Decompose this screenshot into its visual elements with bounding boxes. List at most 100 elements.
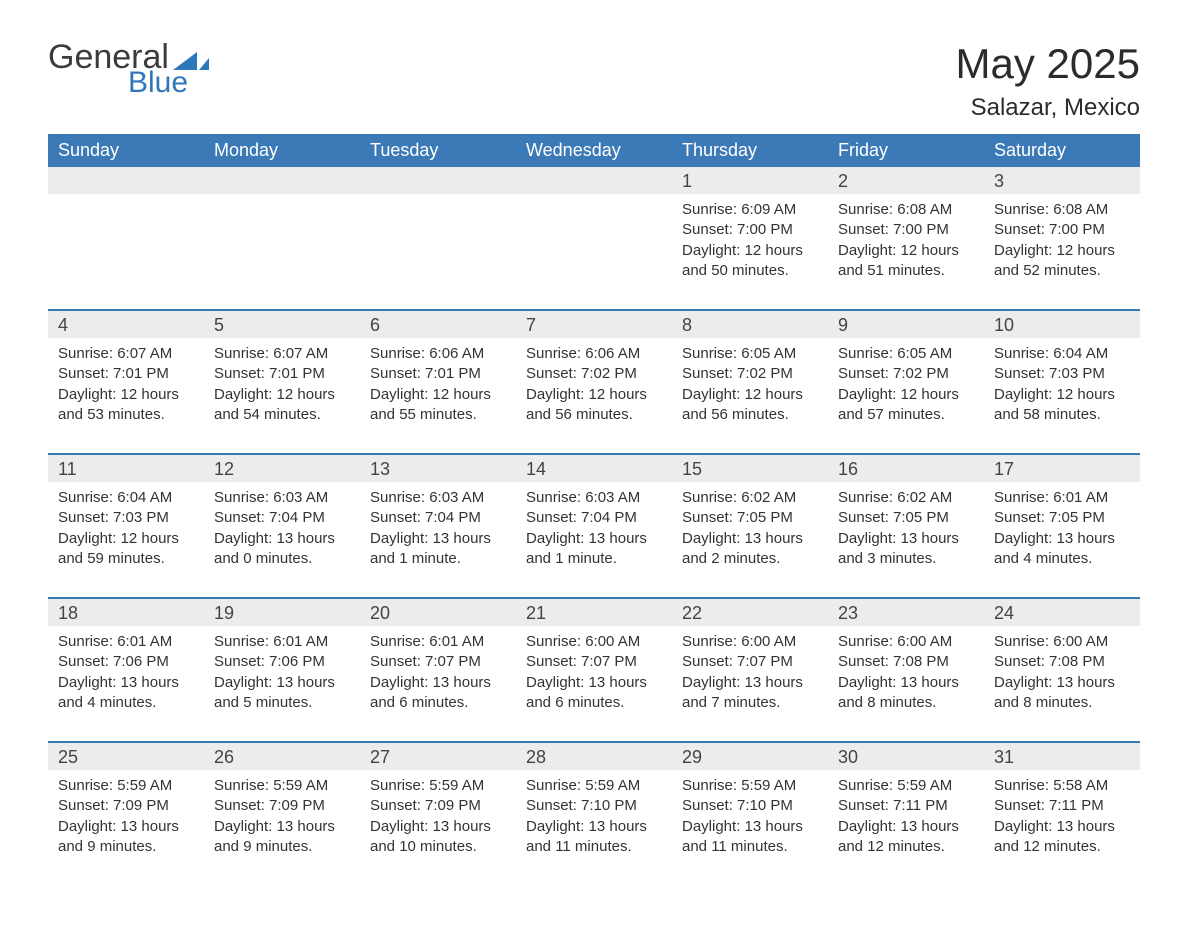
daylight-text: Daylight: 12 hours and 55 minutes. xyxy=(370,385,506,426)
sunrise-text: Sunrise: 5:59 AM xyxy=(682,776,818,796)
sunrise-text: Sunrise: 5:58 AM xyxy=(994,776,1130,796)
day-number: 5 xyxy=(204,311,360,338)
sunset-text: Sunset: 7:05 PM xyxy=(994,508,1130,528)
day-cell: Sunrise: 6:07 AMSunset: 7:01 PMDaylight:… xyxy=(204,338,360,453)
sunset-text: Sunset: 7:03 PM xyxy=(994,364,1130,384)
daylight-text: Daylight: 13 hours and 4 minutes. xyxy=(58,673,194,714)
day-cell: Sunrise: 6:03 AMSunset: 7:04 PMDaylight:… xyxy=(360,482,516,597)
calendar: SundayMondayTuesdayWednesdayThursdayFrid… xyxy=(48,134,1140,885)
day-cell xyxy=(516,194,672,309)
sunset-text: Sunset: 7:09 PM xyxy=(58,796,194,816)
dow-cell: Friday xyxy=(828,134,984,167)
week-row: 45678910Sunrise: 6:07 AMSunset: 7:01 PMD… xyxy=(48,309,1140,453)
sunrise-text: Sunrise: 5:59 AM xyxy=(370,776,506,796)
day-number: 19 xyxy=(204,599,360,626)
sunset-text: Sunset: 7:02 PM xyxy=(526,364,662,384)
sunset-text: Sunset: 7:01 PM xyxy=(58,364,194,384)
day-number: 11 xyxy=(48,455,204,482)
daylight-text: Daylight: 13 hours and 5 minutes. xyxy=(214,673,350,714)
sunset-text: Sunset: 7:09 PM xyxy=(214,796,350,816)
day-number: 16 xyxy=(828,455,984,482)
day-number: 9 xyxy=(828,311,984,338)
day-number: 31 xyxy=(984,743,1140,770)
sunrise-text: Sunrise: 5:59 AM xyxy=(526,776,662,796)
sunset-text: Sunset: 7:00 PM xyxy=(994,220,1130,240)
day-cell: Sunrise: 6:00 AMSunset: 7:08 PMDaylight:… xyxy=(828,626,984,741)
sunset-text: Sunset: 7:06 PM xyxy=(58,652,194,672)
location: Salazar, Mexico xyxy=(956,94,1140,122)
brand-blue: Blue xyxy=(128,68,209,98)
day-number: 28 xyxy=(516,743,672,770)
day-number: 29 xyxy=(672,743,828,770)
sunrise-text: Sunrise: 6:03 AM xyxy=(370,488,506,508)
day-number: 22 xyxy=(672,599,828,626)
sunrise-text: Sunrise: 6:05 AM xyxy=(838,344,974,364)
sunrise-text: Sunrise: 6:01 AM xyxy=(58,632,194,652)
dow-cell: Saturday xyxy=(984,134,1140,167)
day-cell: Sunrise: 5:59 AMSunset: 7:09 PMDaylight:… xyxy=(48,770,204,885)
day-cell xyxy=(204,194,360,309)
day-number: 13 xyxy=(360,455,516,482)
brand-logo: General Blue xyxy=(48,40,209,98)
sunset-text: Sunset: 7:11 PM xyxy=(838,796,974,816)
day-cell: Sunrise: 6:09 AMSunset: 7:00 PMDaylight:… xyxy=(672,194,828,309)
sunset-text: Sunset: 7:05 PM xyxy=(838,508,974,528)
daylight-text: Daylight: 12 hours and 52 minutes. xyxy=(994,241,1130,282)
sunset-text: Sunset: 7:04 PM xyxy=(214,508,350,528)
daylight-text: Daylight: 13 hours and 9 minutes. xyxy=(214,817,350,858)
sunrise-text: Sunrise: 6:00 AM xyxy=(682,632,818,652)
daylight-text: Daylight: 13 hours and 1 minute. xyxy=(370,529,506,570)
sunrise-text: Sunrise: 5:59 AM xyxy=(58,776,194,796)
sunset-text: Sunset: 7:07 PM xyxy=(526,652,662,672)
sunset-text: Sunset: 7:00 PM xyxy=(682,220,818,240)
day-cell: Sunrise: 6:01 AMSunset: 7:07 PMDaylight:… xyxy=(360,626,516,741)
daylight-text: Daylight: 12 hours and 53 minutes. xyxy=(58,385,194,426)
day-cell: Sunrise: 5:58 AMSunset: 7:11 PMDaylight:… xyxy=(984,770,1140,885)
sunrise-text: Sunrise: 6:00 AM xyxy=(994,632,1130,652)
day-cell: Sunrise: 6:01 AMSunset: 7:06 PMDaylight:… xyxy=(48,626,204,741)
daylight-text: Daylight: 13 hours and 8 minutes. xyxy=(838,673,974,714)
sunrise-text: Sunrise: 6:03 AM xyxy=(214,488,350,508)
day-cell: Sunrise: 6:06 AMSunset: 7:01 PMDaylight:… xyxy=(360,338,516,453)
sunset-text: Sunset: 7:01 PM xyxy=(370,364,506,384)
day-cell: Sunrise: 6:00 AMSunset: 7:08 PMDaylight:… xyxy=(984,626,1140,741)
day-cell: Sunrise: 6:01 AMSunset: 7:05 PMDaylight:… xyxy=(984,482,1140,597)
day-number: 12 xyxy=(204,455,360,482)
day-cell: Sunrise: 6:00 AMSunset: 7:07 PMDaylight:… xyxy=(516,626,672,741)
month-title: May 2025 xyxy=(956,40,1140,88)
day-cell: Sunrise: 6:02 AMSunset: 7:05 PMDaylight:… xyxy=(828,482,984,597)
sunset-text: Sunset: 7:06 PM xyxy=(214,652,350,672)
dow-cell: Tuesday xyxy=(360,134,516,167)
day-cell: Sunrise: 6:04 AMSunset: 7:03 PMDaylight:… xyxy=(984,338,1140,453)
daynum-band: 25262728293031 xyxy=(48,743,1140,770)
day-number: 14 xyxy=(516,455,672,482)
sunrise-text: Sunrise: 6:01 AM xyxy=(994,488,1130,508)
daylight-text: Daylight: 12 hours and 58 minutes. xyxy=(994,385,1130,426)
day-cell: Sunrise: 6:07 AMSunset: 7:01 PMDaylight:… xyxy=(48,338,204,453)
daylight-text: Daylight: 13 hours and 6 minutes. xyxy=(370,673,506,714)
sunrise-text: Sunrise: 6:07 AM xyxy=(58,344,194,364)
week-row: 11121314151617Sunrise: 6:04 AMSunset: 7:… xyxy=(48,453,1140,597)
day-number xyxy=(204,167,360,194)
day-number: 17 xyxy=(984,455,1140,482)
daynum-band: 45678910 xyxy=(48,311,1140,338)
day-number: 21 xyxy=(516,599,672,626)
day-cell: Sunrise: 6:01 AMSunset: 7:06 PMDaylight:… xyxy=(204,626,360,741)
day-number: 2 xyxy=(828,167,984,194)
day-number: 3 xyxy=(984,167,1140,194)
day-number: 4 xyxy=(48,311,204,338)
sunset-text: Sunset: 7:09 PM xyxy=(370,796,506,816)
daylight-text: Daylight: 13 hours and 1 minute. xyxy=(526,529,662,570)
sunrise-text: Sunrise: 6:02 AM xyxy=(838,488,974,508)
day-number xyxy=(360,167,516,194)
sunset-text: Sunset: 7:00 PM xyxy=(838,220,974,240)
day-cell: Sunrise: 5:59 AMSunset: 7:09 PMDaylight:… xyxy=(360,770,516,885)
day-number: 25 xyxy=(48,743,204,770)
day-cell: Sunrise: 6:04 AMSunset: 7:03 PMDaylight:… xyxy=(48,482,204,597)
daylight-text: Daylight: 12 hours and 50 minutes. xyxy=(682,241,818,282)
day-number: 7 xyxy=(516,311,672,338)
sunrise-text: Sunrise: 6:04 AM xyxy=(58,488,194,508)
day-cell: Sunrise: 6:05 AMSunset: 7:02 PMDaylight:… xyxy=(828,338,984,453)
daylight-text: Daylight: 13 hours and 9 minutes. xyxy=(58,817,194,858)
day-cell: Sunrise: 6:02 AMSunset: 7:05 PMDaylight:… xyxy=(672,482,828,597)
